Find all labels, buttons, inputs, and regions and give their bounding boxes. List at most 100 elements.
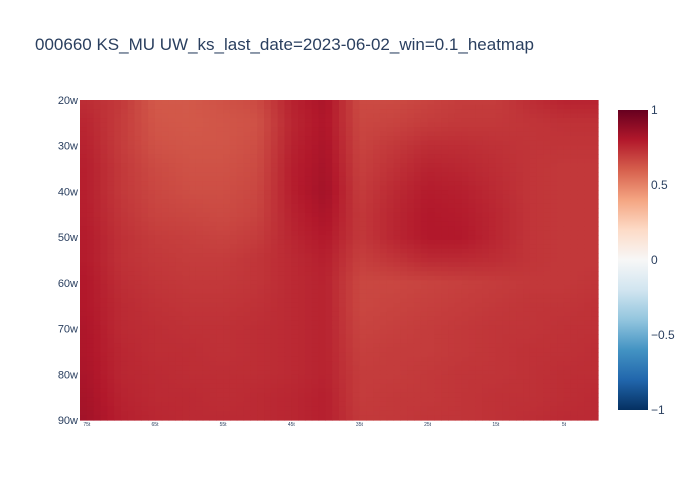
heatmap-cell[interactable] [141, 208, 149, 214]
heatmap-cell[interactable] [264, 365, 272, 372]
heatmap-cell[interactable] [523, 356, 531, 363]
heatmap-cell[interactable] [502, 212, 510, 218]
heatmap-cell[interactable] [577, 298, 585, 304]
heatmap-cell[interactable] [107, 230, 115, 236]
heatmap-cell[interactable] [229, 248, 238, 254]
heatmap-cell[interactable] [475, 293, 483, 299]
heatmap-cell[interactable] [482, 230, 490, 236]
heatmap-cell[interactable] [441, 347, 449, 353]
heatmap-cell[interactable] [373, 361, 381, 367]
heatmap-cell[interactable] [570, 194, 579, 200]
heatmap-cell[interactable] [270, 212, 279, 218]
heatmap-cell[interactable] [291, 320, 299, 326]
heatmap-cell[interactable] [454, 122, 463, 128]
heatmap-cell[interactable] [120, 190, 129, 196]
heatmap-cell[interactable] [243, 320, 251, 326]
heatmap-cell[interactable] [216, 361, 224, 367]
heatmap-cell[interactable] [454, 392, 463, 399]
heatmap-cell[interactable] [475, 289, 483, 295]
heatmap-cell[interactable] [291, 127, 299, 133]
heatmap-cell[interactable] [114, 118, 122, 124]
heatmap-cell[interactable] [229, 347, 238, 353]
heatmap-cell[interactable] [434, 158, 442, 164]
heatmap-cell[interactable] [107, 199, 115, 205]
heatmap-cell[interactable] [488, 122, 497, 128]
heatmap-cell[interactable] [127, 230, 136, 236]
heatmap-cell[interactable] [195, 145, 204, 151]
heatmap-cell[interactable] [134, 131, 142, 137]
heatmap-cell[interactable] [393, 298, 401, 304]
heatmap-cell[interactable] [393, 302, 401, 308]
heatmap-cell[interactable] [400, 244, 408, 250]
heatmap-cell[interactable] [557, 266, 565, 272]
heatmap-cell[interactable] [93, 311, 102, 317]
heatmap-cell[interactable] [379, 365, 388, 372]
heatmap-cell[interactable] [80, 343, 88, 349]
heatmap-cell[interactable] [454, 149, 463, 155]
heatmap-cell[interactable] [591, 172, 599, 178]
heatmap-cell[interactable] [339, 248, 347, 254]
heatmap-cell[interactable] [523, 257, 531, 263]
heatmap-cell[interactable] [311, 239, 320, 245]
heatmap-cell[interactable] [209, 302, 217, 308]
heatmap-cell[interactable] [223, 167, 231, 173]
heatmap-cell[interactable] [264, 145, 272, 151]
heatmap-cell[interactable] [502, 172, 510, 178]
heatmap-cell[interactable] [332, 275, 340, 281]
heatmap-cell[interactable] [332, 365, 340, 372]
heatmap-cell[interactable] [223, 334, 231, 340]
heatmap-cell[interactable] [209, 212, 217, 218]
heatmap-cell[interactable] [209, 284, 217, 290]
heatmap-cell[interactable] [427, 149, 436, 155]
heatmap-cell[interactable] [475, 325, 483, 331]
heatmap-cell[interactable] [495, 253, 504, 259]
heatmap-cell[interactable] [114, 140, 122, 146]
heatmap-cell[interactable] [189, 334, 197, 340]
heatmap-cell[interactable] [332, 343, 340, 349]
heatmap-cell[interactable] [175, 176, 183, 182]
heatmap-cell[interactable] [298, 302, 306, 308]
heatmap-cell[interactable] [577, 239, 585, 245]
heatmap-cell[interactable] [223, 329, 231, 335]
heatmap-cell[interactable] [420, 253, 429, 259]
heatmap-cell[interactable] [298, 284, 306, 290]
heatmap-cell[interactable] [168, 307, 177, 313]
heatmap-cell[interactable] [202, 316, 211, 322]
heatmap-cell[interactable] [400, 176, 408, 182]
heatmap-cell[interactable] [161, 338, 170, 344]
heatmap-cell[interactable] [339, 158, 347, 164]
heatmap-cell[interactable] [570, 316, 579, 322]
heatmap-cell[interactable] [557, 199, 565, 205]
heatmap-cell[interactable] [339, 163, 347, 169]
heatmap-cell[interactable] [195, 334, 204, 340]
heatmap-cell[interactable] [502, 167, 510, 173]
heatmap-cell[interactable] [393, 226, 401, 232]
heatmap-cell[interactable] [482, 347, 490, 353]
heatmap-cell[interactable] [189, 113, 197, 119]
heatmap-cell[interactable] [325, 392, 333, 399]
heatmap-cell[interactable] [502, 302, 510, 308]
heatmap-cell[interactable] [570, 284, 579, 290]
heatmap-cell[interactable] [366, 284, 374, 290]
heatmap-cell[interactable] [134, 311, 142, 317]
heatmap-cell[interactable] [93, 203, 102, 209]
heatmap-cell[interactable] [120, 230, 129, 236]
heatmap-cell[interactable] [339, 244, 347, 250]
heatmap-cell[interactable] [407, 329, 415, 335]
heatmap-cell[interactable] [141, 127, 149, 133]
heatmap-cell[interactable] [339, 127, 347, 133]
heatmap-cell[interactable] [584, 325, 592, 331]
heatmap-cell[interactable] [427, 154, 436, 160]
heatmap-cell[interactable] [236, 262, 245, 268]
heatmap-cell[interactable] [523, 244, 531, 250]
heatmap-cell[interactable] [379, 199, 388, 205]
heatmap-cell[interactable] [182, 253, 190, 259]
heatmap-cell[interactable] [80, 388, 88, 394]
heatmap-cell[interactable] [577, 208, 585, 214]
heatmap-cell[interactable] [400, 266, 408, 272]
heatmap-cell[interactable] [195, 284, 204, 290]
heatmap-cell[interactable] [345, 113, 354, 119]
heatmap-cell[interactable] [175, 226, 183, 232]
heatmap-cell[interactable] [529, 176, 538, 182]
heatmap-cell[interactable] [441, 388, 449, 394]
